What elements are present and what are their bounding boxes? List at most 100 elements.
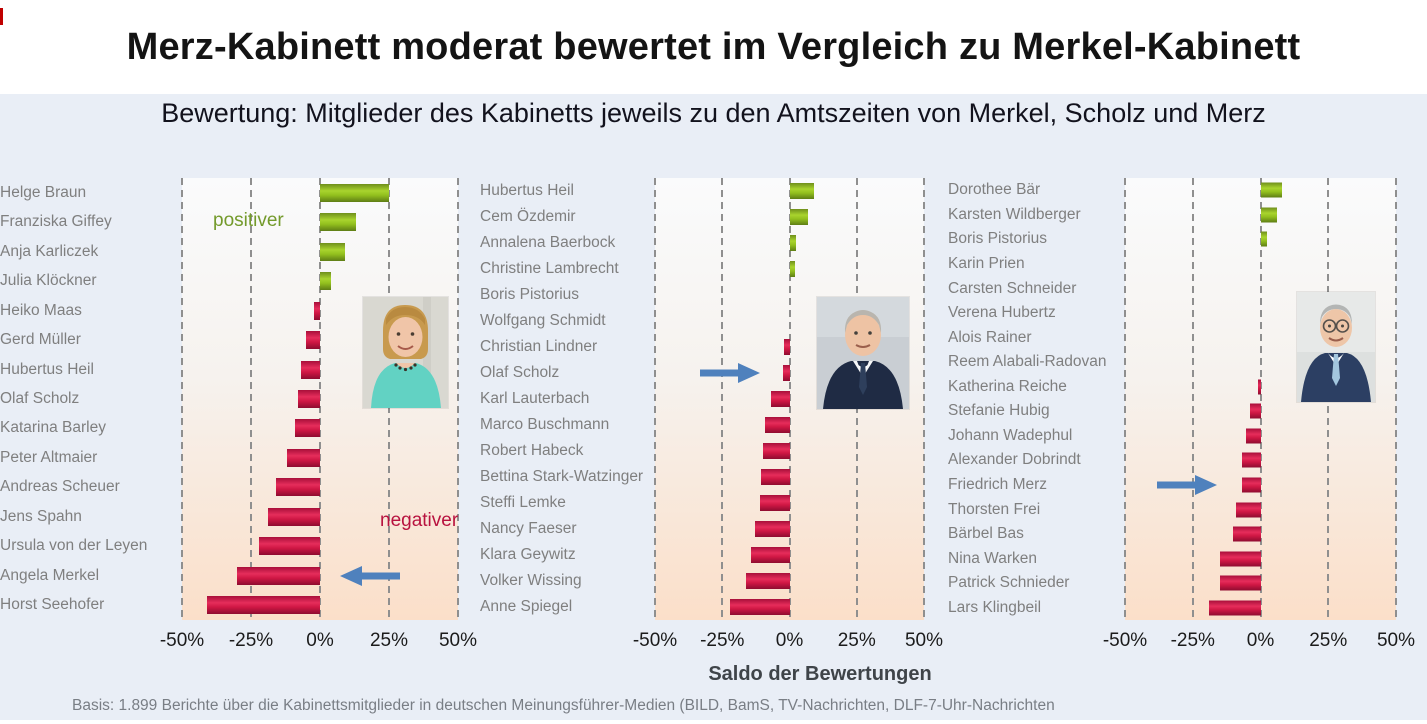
x-tick-label: -50% bbox=[159, 630, 205, 651]
x-tick-label: 50% bbox=[904, 630, 944, 651]
bar bbox=[1219, 575, 1261, 591]
bar-row bbox=[182, 591, 458, 620]
olaf-scholz-photo bbox=[817, 297, 909, 409]
x-tick-label: -25% bbox=[700, 630, 745, 651]
bar bbox=[1236, 502, 1261, 518]
bar-row bbox=[655, 490, 924, 516]
page-subtitle: Bewertung: Mitglieder des Kabinetts jewe… bbox=[161, 98, 1266, 128]
bar bbox=[759, 495, 790, 511]
gridline bbox=[923, 178, 925, 620]
bar-row bbox=[1125, 546, 1396, 571]
gridline bbox=[457, 178, 459, 620]
bar bbox=[206, 596, 320, 615]
x-tick-label: -50% bbox=[1102, 630, 1148, 651]
page-title: Merz-Kabinett moderat bewertet im Vergle… bbox=[126, 25, 1301, 68]
friedrich-merz-photo bbox=[1297, 292, 1375, 402]
bar bbox=[1241, 452, 1261, 468]
category-label: Katherina Reiche bbox=[948, 377, 1067, 395]
bar bbox=[259, 537, 320, 556]
bar-row bbox=[655, 334, 924, 360]
category-label: Patrick Schnieder bbox=[948, 574, 1070, 592]
bar bbox=[762, 443, 790, 459]
category-label: Robert Habeck bbox=[480, 442, 584, 459]
category-label: Karl Lauterbach bbox=[480, 390, 590, 407]
bar bbox=[789, 261, 795, 277]
bar-rows bbox=[655, 178, 924, 620]
bar-row bbox=[182, 266, 458, 295]
category-label: Boris Pistorius bbox=[480, 286, 580, 303]
x-tick-label: 50% bbox=[1376, 630, 1416, 651]
gridline bbox=[788, 178, 791, 620]
category-label: Katarina Barley bbox=[0, 419, 106, 437]
x-tick-label: 0% bbox=[1246, 630, 1275, 651]
bar-row bbox=[182, 207, 458, 236]
bar bbox=[237, 566, 320, 585]
bar-row bbox=[655, 360, 924, 386]
category-label: Bettina Stark-Watzinger bbox=[480, 468, 643, 485]
bar-row bbox=[1125, 227, 1396, 252]
x-tick-label: -25% bbox=[1170, 630, 1215, 651]
bar-row bbox=[1125, 375, 1396, 400]
gridline bbox=[1395, 178, 1397, 620]
bar bbox=[295, 419, 320, 438]
gridline bbox=[1259, 178, 1262, 620]
bar bbox=[761, 469, 790, 485]
bar-row bbox=[1125, 497, 1396, 522]
bar-row bbox=[182, 237, 458, 266]
bar-row bbox=[1125, 522, 1396, 547]
bar-row bbox=[655, 256, 924, 282]
bar-row bbox=[182, 384, 458, 413]
category-labels: Helge Braun Franziska Giffey Anja Karlicze… bbox=[0, 178, 182, 620]
category-label: Heiko Maas bbox=[0, 301, 82, 319]
category-label: Franziska Giffey bbox=[0, 213, 112, 231]
category-label: Karin Prien bbox=[948, 254, 1025, 272]
bar-row bbox=[655, 568, 924, 594]
gridline bbox=[1191, 178, 1194, 620]
category-label: Volker Wissing bbox=[480, 572, 582, 589]
gridline bbox=[654, 178, 656, 620]
category-label: Boris Pistorius bbox=[948, 230, 1048, 248]
bar-row bbox=[1125, 448, 1396, 473]
category-label: Marco Buschmann bbox=[480, 416, 610, 433]
bar bbox=[320, 213, 356, 232]
bar bbox=[1257, 379, 1261, 395]
category-label: Ursula von der Leyen bbox=[0, 537, 148, 555]
bar-row bbox=[182, 532, 458, 561]
category-label: Lars Klingbeil bbox=[948, 598, 1042, 616]
category-label: Olaf Scholz bbox=[480, 364, 560, 381]
negative-annotation: negativer bbox=[380, 510, 459, 531]
bar-row bbox=[655, 386, 924, 412]
gridline bbox=[1124, 178, 1126, 620]
gridline bbox=[721, 178, 724, 620]
bar-row bbox=[182, 355, 458, 384]
bar bbox=[275, 478, 320, 497]
arrow-left-icon bbox=[340, 566, 400, 586]
bar-row bbox=[182, 473, 458, 502]
x-tick-label: 0% bbox=[306, 630, 334, 651]
x-tick-label: -50% bbox=[632, 630, 678, 651]
bar bbox=[1209, 600, 1261, 616]
category-labels: Hubertus Heil Cem Özdemir Annalena Baerboc… bbox=[480, 178, 655, 620]
bar-row bbox=[182, 325, 458, 354]
bar bbox=[789, 209, 809, 225]
red-corner-mark bbox=[0, 8, 3, 25]
bar-row bbox=[1125, 203, 1396, 228]
category-label: Helge Braun bbox=[0, 183, 87, 201]
category-label: Klara Geywitz bbox=[480, 546, 576, 563]
bar-row bbox=[1125, 424, 1396, 449]
bar-row bbox=[1125, 596, 1396, 621]
gridline bbox=[181, 178, 183, 620]
bar bbox=[1245, 428, 1261, 444]
bar bbox=[789, 235, 797, 251]
category-label: Hubertus Heil bbox=[480, 182, 574, 199]
category-label: Jens Spahn bbox=[0, 507, 82, 525]
category-label: Anja Karliczek bbox=[0, 242, 99, 260]
category-label: Dorothee Bär bbox=[948, 181, 1041, 199]
bar-row bbox=[1125, 178, 1396, 203]
category-label: Julia Klöckner bbox=[0, 272, 97, 290]
category-label: Andreas Scheuer bbox=[0, 478, 120, 496]
bar-row bbox=[655, 178, 924, 204]
category-label: Reem Alabali-Radovan bbox=[948, 353, 1107, 371]
category-label: Angela Merkel bbox=[0, 566, 100, 584]
